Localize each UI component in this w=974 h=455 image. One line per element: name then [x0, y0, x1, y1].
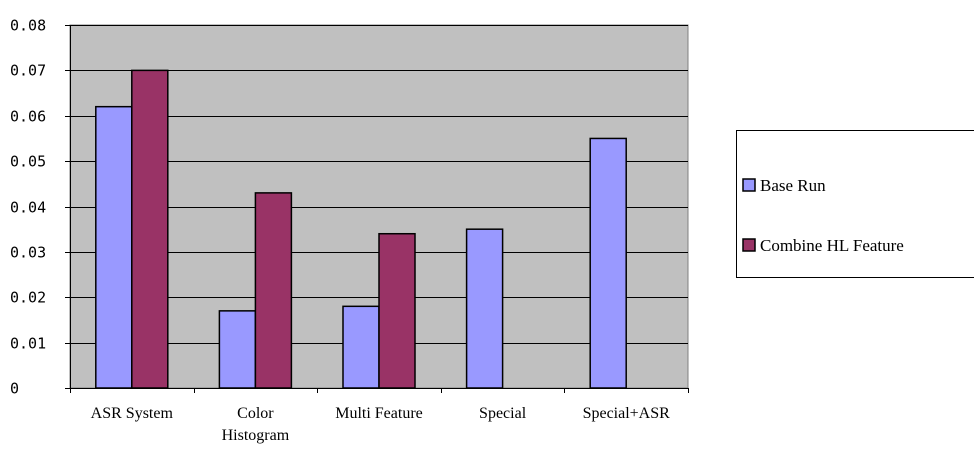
bar-combine-hl-feature — [131, 69, 169, 389]
axes — [65, 25, 689, 393]
legend-box — [736, 130, 974, 278]
y-tick-label: 0.04 — [10, 199, 46, 217]
legend: Base Run Combine HL Feature — [736, 130, 974, 278]
y-tick-label: 0.03 — [10, 244, 46, 262]
bar-base-run — [465, 228, 504, 389]
legend-label: Combine HL Feature — [760, 236, 904, 255]
y-tick-label: 0.05 — [10, 153, 46, 171]
legend-swatch — [742, 178, 756, 192]
x-category-label: ASR System — [91, 405, 174, 422]
bar-combine-hl-feature — [254, 192, 293, 389]
y-tick-label: 0.02 — [10, 289, 46, 307]
x-category-label: Special+ASR — [583, 405, 671, 422]
x-category-label: Multi Feature — [335, 405, 423, 422]
x-category-label: Color — [237, 405, 274, 422]
y-tick-label: 0.06 — [10, 108, 46, 126]
bar-base-run — [95, 105, 133, 389]
y-tick-label: 0.08 — [10, 17, 46, 35]
y-tick-labels: 0 0.01 0.02 0.03 0.04 0.05 0.06 0.07 0.08 — [10, 17, 46, 398]
y-tick-label: 0.07 — [10, 62, 46, 80]
x-category-label: Special — [479, 405, 527, 422]
legend-swatch — [742, 238, 756, 252]
bar-base-run — [218, 310, 257, 389]
bar-base-run — [342, 305, 380, 389]
gridlines — [70, 25, 688, 344]
bars — [95, 69, 627, 389]
y-tick-label: 0 — [10, 380, 19, 398]
x-category-labels: ASR System Color Histogram Multi Feature Spe… — [91, 405, 670, 444]
bar-base-run — [589, 137, 627, 389]
bar-combine-hl-feature — [378, 232, 416, 389]
y-tick-label: 0.01 — [10, 335, 46, 353]
legend-label: Base Run — [760, 176, 826, 195]
x-category-label: Histogram — [222, 427, 290, 444]
